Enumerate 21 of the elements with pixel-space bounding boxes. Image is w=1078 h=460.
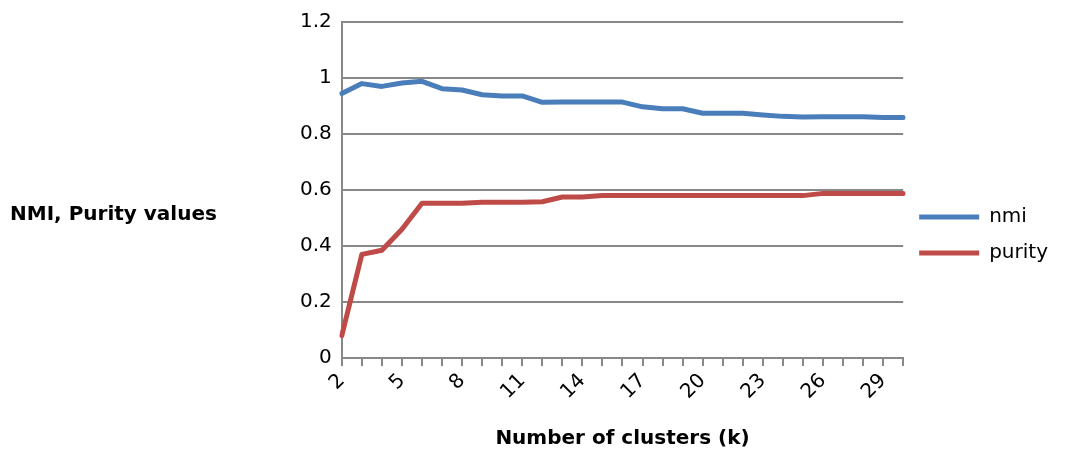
x-tick-label: 8 — [443, 367, 470, 394]
x-tick-label: 11 — [494, 367, 530, 403]
legend-label: purity — [989, 239, 1049, 264]
x-tick-label: 23 — [735, 367, 771, 403]
x-tick-label: 20 — [674, 367, 710, 403]
x-tick-label: 29 — [855, 367, 891, 403]
y-tick-label: 0.8 — [299, 120, 332, 145]
x-tick-label: 2 — [323, 367, 350, 394]
y-tick-label: 0.2 — [299, 288, 332, 313]
legend-label: nmi — [989, 203, 1027, 228]
y-tick-label: 1.2 — [299, 8, 332, 33]
x-tick-label: 26 — [795, 367, 831, 403]
x-tick-label: 5 — [383, 367, 410, 394]
y-axis-title: NMI, Purity values — [10, 201, 217, 226]
x-axis-title: Number of clusters (k) — [495, 425, 750, 450]
x-tick-label: 14 — [554, 367, 590, 403]
y-tick-label: 1 — [319, 64, 332, 89]
x-tick-label: 17 — [614, 367, 650, 403]
y-tick-label: 0 — [319, 344, 332, 369]
y-tick-label: 0.4 — [299, 232, 332, 257]
y-tick-label: 0.6 — [299, 176, 332, 201]
